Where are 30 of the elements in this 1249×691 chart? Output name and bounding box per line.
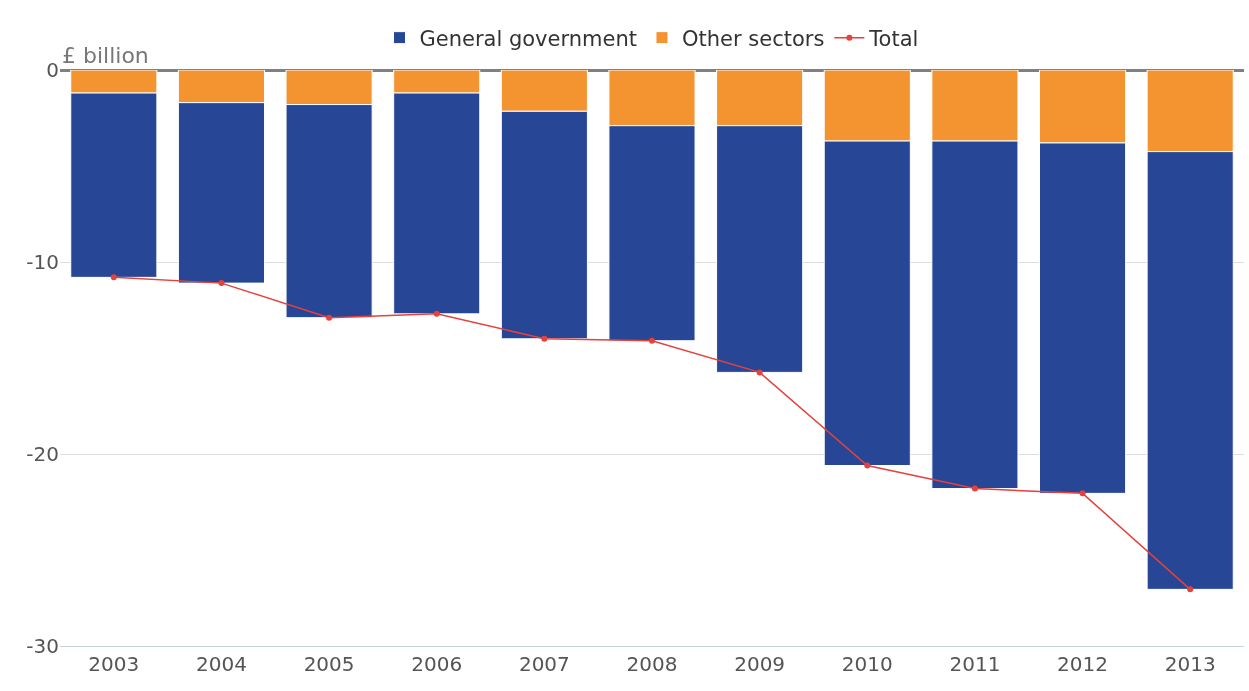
x-tick-label: 2008 [626,652,678,676]
y-tick-label: -10 [26,250,59,274]
point [1187,586,1194,593]
point [541,335,548,342]
point [218,280,225,287]
point [433,310,440,317]
y-tick-label: -20 [26,442,59,466]
x-tick-label: 2005 [303,652,355,676]
point [1079,490,1086,497]
point [649,337,655,344]
x-tick-label: 2007 [518,652,570,676]
y-axis-title: £ billion [62,43,149,68]
legend-label: Total [868,26,919,51]
legend-label: General government [419,26,637,51]
y-tick-label: -30 [26,634,59,658]
point [971,485,978,492]
x-tick-label: 2009 [734,652,786,676]
x-tick-label: 2013 [1164,652,1216,676]
point [326,314,333,321]
x-tick-label: 2004 [196,652,247,676]
point [756,369,763,376]
x-tick-label: 2010 [841,652,893,676]
x-tick-label: 2011 [949,652,1001,676]
point [110,274,117,281]
x-tick-label: 2012 [1057,652,1108,676]
x-tick-label: 2003 [88,652,140,676]
y-tick-label: 0 [46,58,59,82]
legend-label: Other sectors [681,26,825,51]
x-tick-label: 2006 [411,652,463,676]
point [864,462,871,469]
